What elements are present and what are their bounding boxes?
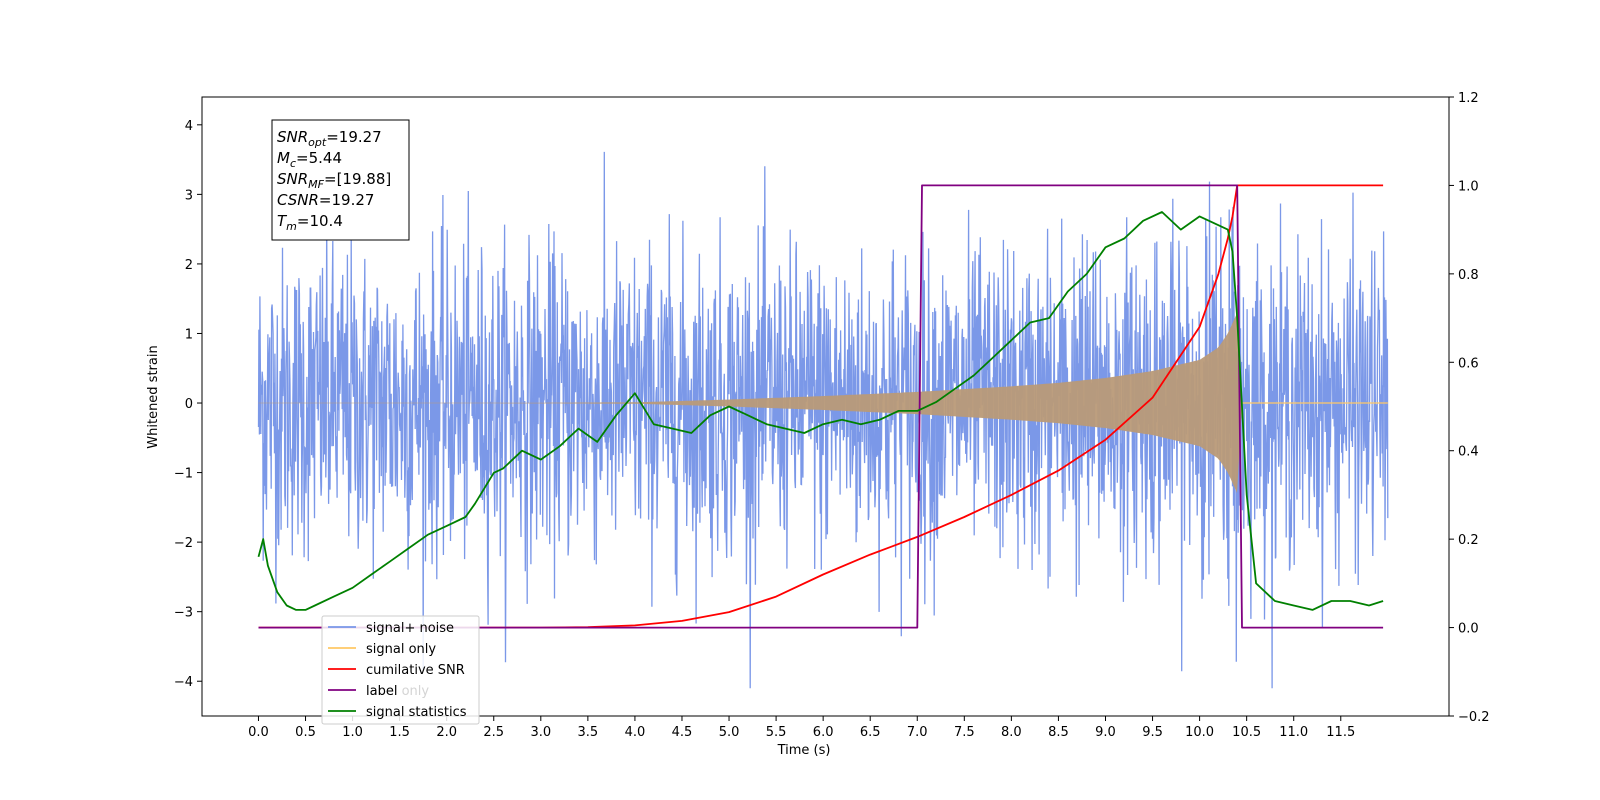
x-tick-label: 0.5 (295, 725, 316, 740)
y-tick-label: 0 (185, 397, 193, 412)
y-tick-label: 3 (185, 188, 193, 203)
x-tick-label: 5.0 (719, 725, 740, 740)
x-tick-label: 4.5 (672, 725, 693, 740)
x-tick-label: 3.0 (530, 725, 551, 740)
info-line: SNRMF=[19.88] (277, 170, 391, 191)
x-tick-label: 7.0 (907, 725, 928, 740)
plot-area (257, 151, 1389, 689)
info-line: Mc=5.44 (277, 149, 342, 170)
x-tick-label: 8.0 (1001, 725, 1022, 740)
signal-statistics-line (257, 211, 1384, 611)
y2-tick-label: 0.0 (1458, 622, 1479, 637)
x-tick-label: 9.5 (1142, 725, 1163, 740)
y-tick-label: −1 (174, 467, 193, 482)
info-line: SNRopt=19.27 (277, 128, 382, 149)
x-tick-label: 8.5 (1048, 725, 1069, 740)
legend-label: signal only (366, 642, 436, 657)
x-tick-label: 3.5 (578, 725, 599, 740)
x-tick-label: 2.5 (483, 725, 504, 740)
x-tick-label: 4.0 (625, 725, 646, 740)
label-line (258, 184, 1384, 629)
x-tick-label: 10.5 (1232, 725, 1261, 740)
y2-tick-label: 0.2 (1458, 533, 1479, 548)
y2-tick-label: 0.8 (1458, 268, 1479, 283)
legend-frame (321, 615, 480, 725)
y2-tick-label: −0.2 (1458, 710, 1490, 725)
legend-label: cumilative SNR (366, 663, 465, 678)
y-tick-label: 4 (185, 119, 193, 134)
axes-frame (201, 96, 1450, 717)
signal-only-band (258, 313, 1242, 493)
x-tick-label: 6.0 (813, 725, 834, 740)
y2-tick-label: 1.2 (1458, 91, 1479, 106)
x-tick-label: 0.0 (248, 725, 269, 740)
x-tick-label: 7.5 (954, 725, 975, 740)
x-tick-label: 10.0 (1185, 725, 1214, 740)
cumulative-snr-line (258, 184, 1384, 629)
legend-hidden-text: label only (366, 684, 429, 699)
y2-tick-label: 0.6 (1458, 356, 1479, 371)
legend-label: signal statistics (366, 705, 467, 720)
y2-tick-label: 0.4 (1458, 445, 1479, 460)
x-tick-label: 6.5 (860, 725, 881, 740)
legend-label: label (366, 684, 397, 699)
x-tick-label: 1.5 (389, 725, 410, 740)
legend: label only signal+ noise signal only cumila… (321, 615, 480, 725)
x-tick-label: 11.0 (1279, 725, 1308, 740)
x-tick-label: 5.5 (766, 725, 787, 740)
legend-label: signal+ noise (366, 621, 454, 636)
info-box: SNRopt=19.27Mc=5.44SNRMF=[19.88]CSNR=19.… (271, 119, 410, 241)
axes: 0.0 0.5 1.0 1.5 2.0 2.5 3.0 3.5 4.0 4.5 5.0 5.5 6.0 6… (174, 91, 1490, 740)
info-box-frame (271, 119, 410, 241)
y-tick-label: −2 (174, 536, 193, 551)
y-axis-label: Whitened strain (146, 345, 161, 448)
x-tick-label: 2.0 (436, 725, 457, 740)
y-tick-label: 1 (185, 327, 193, 342)
y-tick-label: 2 (185, 258, 193, 273)
x-tick-label: 1.0 (342, 725, 363, 740)
x-axis-label: Time (s) (777, 743, 831, 758)
x-tick-label: 11.5 (1326, 725, 1355, 740)
info-line: Tm=10.4 (277, 212, 343, 233)
info-line: CSNR=19.27 (277, 191, 374, 209)
y2-tick-label: 1.0 (1458, 179, 1479, 194)
y-tick-label: −3 (174, 606, 193, 621)
y-tick-label: −4 (174, 675, 193, 690)
x-tick-label: 9.0 (1095, 725, 1116, 740)
